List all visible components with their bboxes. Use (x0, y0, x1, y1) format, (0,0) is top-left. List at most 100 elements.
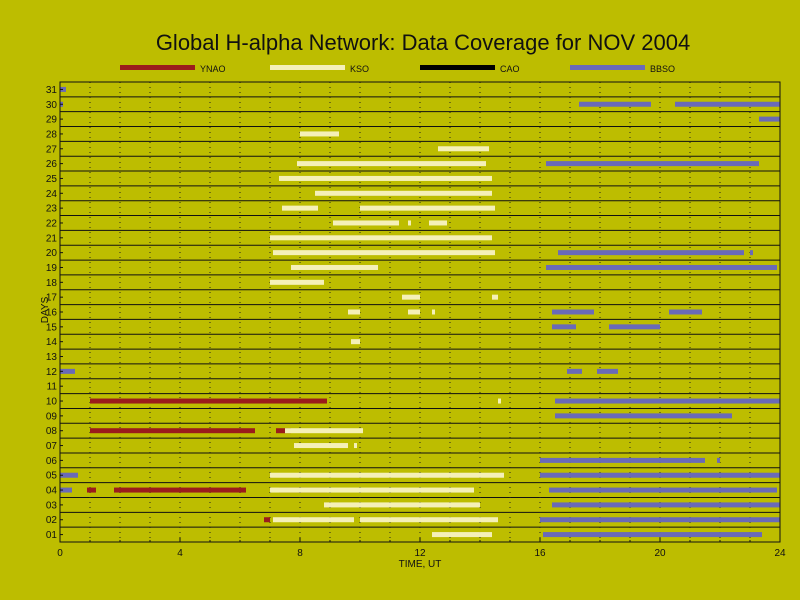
x-tick-label: 0 (57, 548, 63, 559)
coverage-bar-kso (282, 205, 318, 211)
coverage-bar-bbso (546, 264, 777, 270)
coverage-bars (60, 86, 780, 538)
coverage-bar-bbso (543, 532, 762, 538)
y-tick-label: 19 (46, 263, 58, 274)
chart-title: Global H-alpha Network: Data Coverage fo… (156, 30, 690, 55)
coverage-bar-bbso (567, 368, 582, 374)
x-axis-label: TIME, UT (399, 559, 442, 570)
legend-swatch-ynao (120, 65, 195, 70)
y-tick-label: 31 (46, 85, 58, 96)
y-tick-label: 22 (46, 218, 58, 229)
legend-swatch-bbso (570, 65, 645, 70)
coverage-bar-ynao (114, 487, 246, 493)
coverage-bar-bbso (60, 487, 72, 493)
x-tick-label: 8 (297, 548, 303, 559)
y-tick-label: 03 (46, 500, 58, 511)
coverage-bar-bbso (717, 457, 720, 463)
y-tick-label: 21 (46, 233, 58, 244)
coverage-bar-bbso (555, 413, 732, 419)
y-tick-label: 09 (46, 411, 58, 422)
coverage-bar-ynao (87, 487, 96, 493)
y-tick-label: 24 (46, 189, 58, 200)
coverage-bar-bbso (552, 309, 594, 315)
coverage-bar-bbso (549, 487, 777, 493)
y-tick-label: 07 (46, 441, 58, 452)
coverage-bar-kso (438, 146, 489, 152)
coverage-bar-kso (354, 443, 357, 449)
coverage-bar-bbso (750, 250, 753, 256)
y-tick-label: 08 (46, 426, 58, 437)
coverage-bar-ynao (276, 428, 291, 434)
y-tick-label: 11 (47, 382, 58, 393)
coverage-bar-bbso (597, 368, 618, 374)
coverage-bar-ynao (90, 398, 327, 404)
legend-label-ynao: YNAO (200, 64, 226, 74)
y-axis-label: DAYS (40, 296, 51, 323)
coverage-bar-kso (279, 175, 492, 181)
coverage-bar-kso (432, 532, 492, 538)
y-tick-label: 27 (46, 144, 58, 155)
coverage-bar-kso (300, 131, 339, 137)
coverage-bar-bbso (675, 101, 780, 107)
x-tick-label: 20 (654, 548, 666, 559)
x-tick-label: 4 (177, 548, 183, 559)
y-tick-label: 04 (46, 486, 58, 497)
y-tick-label: 20 (46, 248, 58, 259)
coverage-bar-kso (348, 309, 360, 315)
coverage-bar-kso (498, 398, 501, 404)
coverage-bar-kso (432, 309, 435, 315)
coverage-bar-kso (360, 205, 495, 211)
y-tick-label: 28 (46, 129, 58, 140)
y-tick-label: 17 (46, 293, 58, 304)
coverage-bar-kso (429, 220, 447, 226)
y-tick-label: 12 (46, 367, 58, 378)
y-tick-label: 01 (46, 530, 58, 541)
y-tick-label: 25 (46, 174, 58, 185)
coverage-bar-kso (408, 309, 420, 315)
coverage-bar-bbso (609, 324, 660, 330)
coverage-bar-kso (285, 428, 363, 434)
coverage-bar-kso (270, 235, 492, 241)
y-tick-label: 02 (46, 515, 58, 526)
coverage-bar-kso (273, 517, 354, 523)
legend-label-bbso: BBSO (650, 64, 675, 74)
coverage-bar-kso (297, 161, 486, 167)
y-tick-label: 10 (46, 397, 58, 408)
coverage-bar-bbso (555, 398, 780, 404)
coverage-bar-kso (402, 294, 420, 300)
coverage-bar-kso (408, 220, 411, 226)
legend-swatch-cao (420, 65, 495, 70)
coverage-bar-kso (270, 472, 504, 478)
coverage-bar-kso (360, 517, 498, 523)
axes: 0102030405060708091011121314151617181920… (46, 81, 786, 559)
coverage-bar-ynao (264, 517, 270, 523)
coverage-bar-bbso (540, 472, 780, 478)
y-tick-label: 26 (46, 159, 58, 170)
coverage-bar-kso (351, 339, 360, 345)
coverage-bar-kso (324, 502, 480, 508)
legend-label-kso: KSO (350, 64, 369, 74)
legend-swatch-kso (270, 65, 345, 70)
coverage-bar-bbso (540, 517, 780, 523)
coverage-bar-bbso (540, 457, 705, 463)
coverage-bar-bbso (759, 116, 780, 122)
coverage-bar-kso (270, 487, 474, 493)
coverage-bar-bbso (552, 324, 576, 330)
y-tick-label: 05 (46, 471, 58, 482)
coverage-bar-bbso (579, 101, 651, 107)
legend-label-cao: CAO (500, 64, 520, 74)
y-tick-label: 29 (46, 115, 58, 126)
coverage-bar-kso (291, 264, 378, 270)
coverage-bar-bbso (546, 161, 759, 167)
coverage-bar-bbso (60, 368, 75, 374)
coverage-bar-bbso (552, 502, 780, 508)
coverage-bar-kso (333, 220, 399, 226)
coverage-bar-kso (294, 443, 348, 449)
y-tick-label: 13 (46, 352, 58, 363)
y-tick-label: 18 (46, 278, 58, 289)
x-tick-label: 24 (774, 548, 786, 559)
y-tick-label: 16 (46, 308, 58, 319)
y-tick-label: 06 (46, 456, 58, 467)
x-tick-label: 12 (414, 548, 426, 559)
